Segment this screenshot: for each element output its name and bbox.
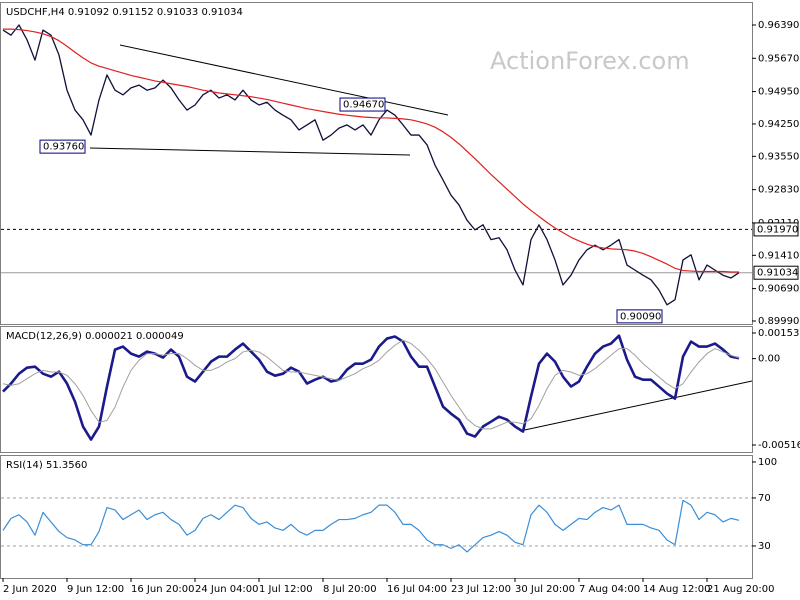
series-line bbox=[2, 499, 740, 553]
x-tick-label: 24 Jun 04:00 bbox=[195, 584, 259, 595]
y-tick-label: 0.95670 bbox=[758, 53, 799, 64]
pane-frame bbox=[0, 2, 753, 325]
annotation-label: 0.94670 bbox=[343, 100, 384, 111]
pane-frame bbox=[0, 455, 753, 579]
x-tick-label: 30 Jul 20:00 bbox=[515, 584, 575, 595]
trend-line bbox=[519, 380, 753, 432]
y-tick-label: 0.89990 bbox=[758, 316, 799, 327]
y-tick-label: 0.91410 bbox=[758, 250, 799, 261]
x-tick-label: 21 Aug 20:00 bbox=[707, 584, 774, 595]
annotation-label: 0.90090 bbox=[620, 311, 661, 322]
y-tick-label: -0.005164 bbox=[758, 440, 800, 451]
x-tick-label: 2 Jun 2020 bbox=[3, 584, 57, 595]
watermark: ActionForex.com bbox=[490, 47, 690, 75]
y-tick-label: 0.001532 bbox=[758, 328, 800, 339]
level-label-box bbox=[753, 222, 799, 237]
series-line bbox=[3, 28, 739, 273]
level-label: 0.91034 bbox=[757, 268, 798, 279]
pane-title: MACD(12,26,9) 0.000021 0.000049 bbox=[6, 331, 184, 342]
annotation-label: 0.93760 bbox=[43, 142, 84, 153]
y-tick-label: 0.00 bbox=[758, 354, 780, 365]
y-tick-label: 0.96390 bbox=[758, 20, 799, 31]
y-tick-label: 0.94950 bbox=[758, 87, 799, 98]
x-tick-label: 9 Jun 12:00 bbox=[67, 584, 124, 595]
x-tick-label: 8 Jul 20:00 bbox=[323, 584, 377, 595]
y-tick-label: 30 bbox=[758, 541, 771, 552]
x-tick-label: 23 Jul 12:00 bbox=[451, 584, 511, 595]
series-line bbox=[2, 334, 740, 441]
x-tick-label: 1 Jul 12:00 bbox=[259, 584, 313, 595]
y-tick-label: 0.94250 bbox=[758, 119, 799, 130]
pane-title: RSI(14) 51.3560 bbox=[6, 460, 87, 471]
y-tick-label: 0.92830 bbox=[758, 185, 799, 196]
y-tick-label: 100 bbox=[758, 457, 777, 468]
level-label: 0.91970 bbox=[757, 224, 798, 235]
pane-title: USDCHF,H4 0.91092 0.91152 0.91033 0.9103… bbox=[6, 7, 243, 18]
x-tick-label: 14 Aug 12:00 bbox=[643, 584, 710, 595]
trend-line bbox=[119, 44, 449, 116]
y-tick-label: 0.90690 bbox=[758, 284, 799, 295]
y-tick-label: 70 bbox=[758, 493, 771, 504]
y-tick-label: 0.93550 bbox=[758, 151, 799, 162]
pane-frame bbox=[0, 326, 753, 453]
level-label-box bbox=[753, 265, 799, 280]
x-tick-label: 7 Aug 04:00 bbox=[579, 584, 640, 595]
series-line bbox=[2, 24, 740, 306]
annotation-box bbox=[616, 309, 663, 324]
annotation-box bbox=[39, 139, 86, 154]
annotation-box bbox=[339, 97, 386, 112]
trend-line bbox=[89, 147, 411, 156]
x-tick-label: 16 Jul 04:00 bbox=[387, 584, 447, 595]
x-tick-label: 16 Jun 20:00 bbox=[131, 584, 195, 595]
series-line bbox=[2, 339, 740, 430]
